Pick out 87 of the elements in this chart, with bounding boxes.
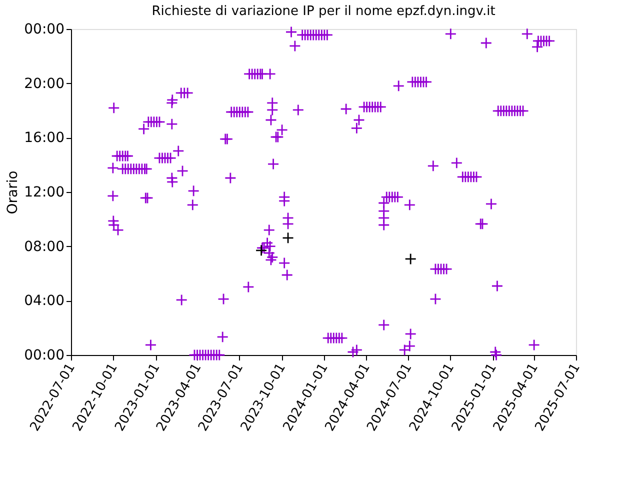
point bbox=[336, 332, 348, 344]
point bbox=[430, 293, 442, 305]
point bbox=[521, 28, 534, 40]
y-tick-label: 04:00 bbox=[24, 293, 64, 310]
point bbox=[224, 172, 236, 184]
point bbox=[276, 124, 288, 136]
point bbox=[392, 80, 405, 92]
point bbox=[107, 214, 120, 227]
point bbox=[144, 339, 157, 351]
point bbox=[166, 176, 178, 188]
y-tick-label: 08:00 bbox=[24, 238, 64, 255]
y-axis-title: Orario bbox=[5, 170, 22, 214]
point bbox=[347, 346, 359, 358]
point bbox=[392, 191, 404, 203]
point bbox=[186, 198, 199, 211]
point bbox=[265, 114, 277, 126]
y-tick-label: 20:00 bbox=[24, 76, 64, 92]
point bbox=[353, 114, 365, 126]
point bbox=[282, 232, 294, 244]
point bbox=[517, 104, 529, 117]
point bbox=[350, 344, 363, 356]
point bbox=[340, 103, 352, 115]
point bbox=[166, 172, 178, 184]
point bbox=[489, 346, 502, 358]
point bbox=[378, 197, 390, 209]
point bbox=[106, 162, 119, 174]
point bbox=[278, 195, 290, 207]
point bbox=[176, 294, 188, 306]
point bbox=[265, 254, 277, 266]
point bbox=[164, 152, 176, 164]
point bbox=[266, 251, 278, 264]
point bbox=[378, 319, 390, 331]
point bbox=[374, 101, 387, 113]
point bbox=[543, 35, 556, 47]
point bbox=[278, 257, 290, 269]
point bbox=[172, 145, 184, 157]
point bbox=[106, 190, 119, 202]
y-tick-label: 00:00 bbox=[24, 348, 64, 364]
point bbox=[267, 158, 280, 170]
point bbox=[218, 293, 230, 305]
point bbox=[166, 96, 178, 109]
point bbox=[404, 253, 417, 265]
point bbox=[266, 104, 278, 116]
y-tick-label: 16:00 bbox=[24, 130, 64, 146]
point bbox=[285, 26, 298, 38]
point bbox=[154, 116, 166, 128]
point bbox=[216, 330, 229, 343]
point bbox=[264, 240, 276, 252]
point bbox=[528, 339, 540, 351]
point bbox=[261, 236, 274, 249]
point bbox=[491, 280, 504, 292]
point bbox=[166, 118, 178, 130]
point bbox=[321, 29, 334, 41]
point bbox=[264, 68, 276, 80]
point bbox=[420, 76, 432, 88]
point bbox=[490, 349, 502, 361]
point bbox=[122, 150, 134, 162]
point bbox=[480, 37, 492, 49]
point bbox=[404, 340, 416, 352]
point bbox=[404, 198, 416, 211]
point bbox=[485, 198, 498, 210]
point bbox=[263, 224, 276, 236]
point bbox=[281, 269, 294, 281]
point bbox=[404, 328, 417, 340]
point bbox=[182, 87, 194, 99]
y-tick-label: 00:00 bbox=[24, 22, 64, 38]
chart-title: Richieste di variazione IP per il nome epzf.dyn.ingv.it bbox=[152, 4, 496, 19]
point bbox=[288, 40, 301, 52]
point bbox=[531, 40, 544, 53]
point bbox=[166, 94, 178, 106]
point bbox=[213, 349, 226, 361]
point bbox=[440, 263, 452, 275]
point bbox=[444, 28, 457, 40]
point bbox=[282, 218, 294, 230]
point bbox=[242, 281, 254, 293]
point bbox=[470, 170, 482, 183]
point bbox=[108, 102, 120, 114]
y-tick-label: 12:00 bbox=[24, 184, 64, 200]
point bbox=[138, 123, 150, 135]
point bbox=[242, 106, 254, 118]
point bbox=[427, 160, 440, 172]
point bbox=[188, 184, 200, 197]
point bbox=[378, 219, 390, 231]
point bbox=[292, 104, 304, 116]
point bbox=[176, 165, 188, 177]
point bbox=[450, 156, 463, 169]
point bbox=[350, 122, 363, 134]
